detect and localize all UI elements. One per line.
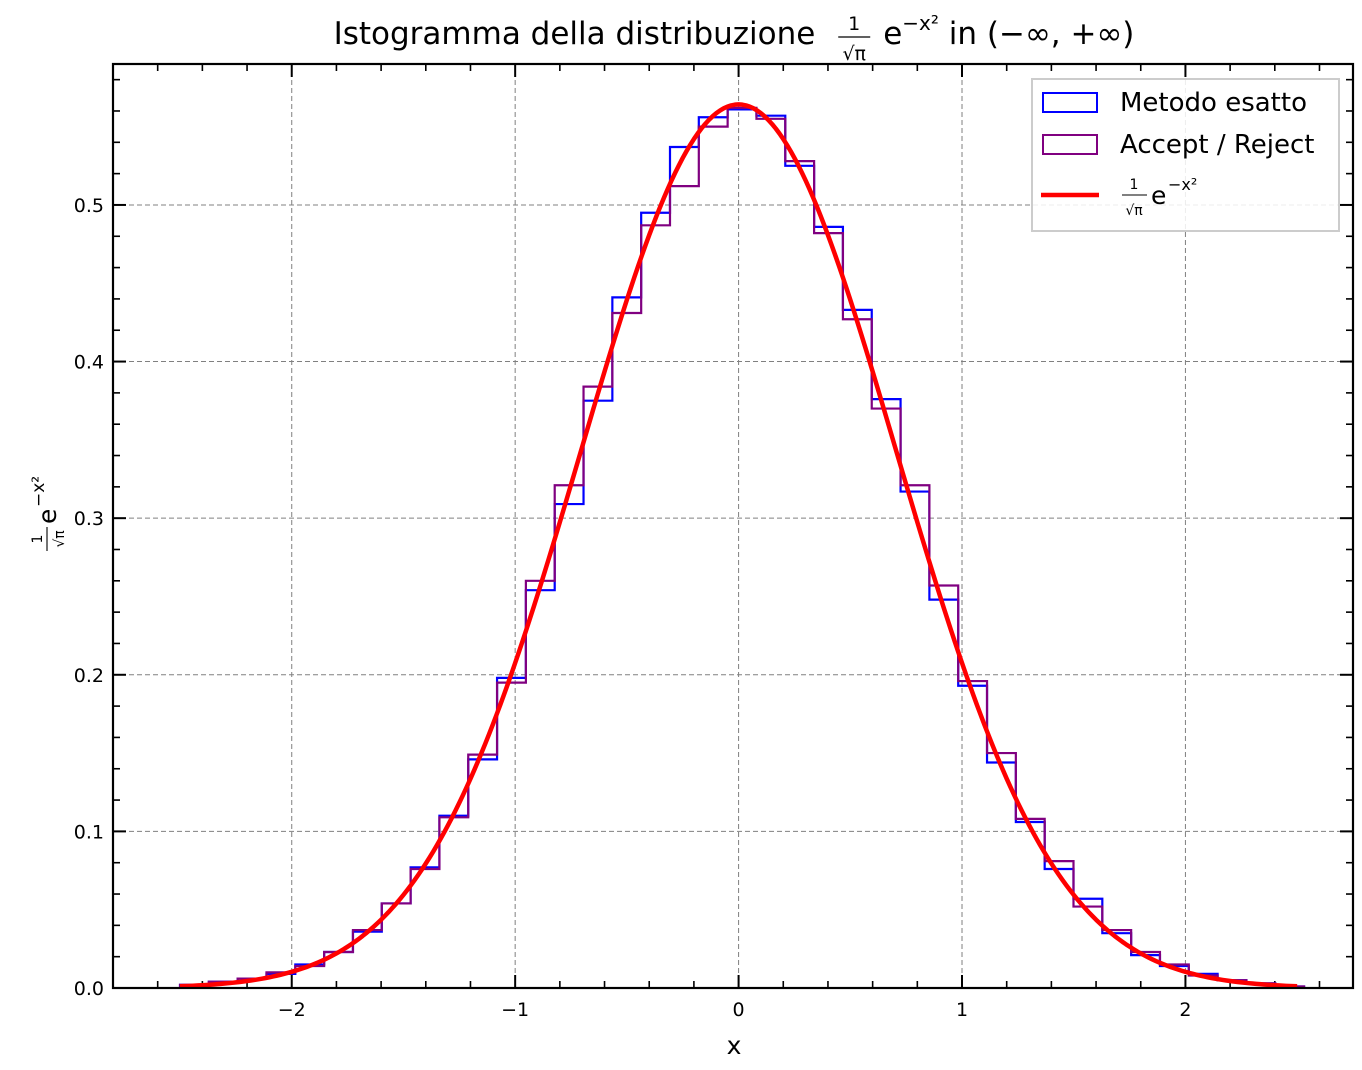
histogram-bar — [468, 755, 497, 988]
legend: Metodo esatto Accept / Reject 1 √π e −x² — [1031, 78, 1340, 232]
title-suffix: in (−∞, +∞) — [939, 16, 1134, 52]
chart-title: Istogramma della distribuzione e−x² in (… — [334, 11, 1135, 52]
histogram-bar — [785, 161, 814, 988]
title-base: e — [883, 16, 902, 52]
histogram-bar — [843, 310, 872, 988]
histogram-bar — [555, 504, 584, 988]
histogram-bar — [814, 227, 843, 988]
histogram-accept-reject — [178, 106, 1306, 988]
histogram-bar — [756, 116, 785, 988]
title-prefix: Istogramma della distribuzione — [334, 16, 826, 52]
legend-label-metodo-esatto: Metodo esatto — [1120, 88, 1307, 118]
legend-swatch-accept-reject — [1042, 134, 1098, 155]
histogram-bar — [641, 225, 670, 988]
histogram-bar — [584, 401, 613, 988]
histogram-bar — [612, 297, 641, 988]
histogram-metodo-esatto — [178, 108, 1306, 988]
histogram-bar — [439, 816, 468, 988]
histogram-bar — [958, 686, 987, 988]
histogram-bar — [699, 117, 728, 988]
histogram-bar — [584, 387, 613, 988]
x-axis-label: x — [727, 1031, 742, 1060]
x-tick-label: 0 — [733, 999, 745, 1021]
legend-swatch-metodo-esatto — [1042, 92, 1098, 113]
title-fraction-denominator: √π — [842, 43, 866, 65]
legend-curve-fraction-numerator: 1 — [1130, 177, 1139, 193]
legend-curve-exponent: −x² — [1168, 175, 1197, 194]
x-tick-label: −2 — [278, 999, 306, 1021]
histogram-bar — [814, 233, 843, 988]
histogram-bar — [526, 581, 555, 988]
histogram-outline — [178, 106, 1306, 988]
density-curve — [179, 102, 1298, 989]
histogram-bar — [468, 759, 497, 988]
axis-ticks: −2 −1 0 1 2 0.0 0.1 0.2 0.3 0.4 0.5 — [74, 64, 1353, 1021]
y-tick-label: 0.3 — [74, 508, 104, 530]
legend-curve-base: e — [1151, 181, 1166, 210]
histogram-outline — [178, 108, 1306, 988]
histogram-bar — [439, 817, 468, 988]
histogram-bar — [901, 492, 930, 988]
histogram-bar — [526, 590, 555, 988]
histogram-bar — [728, 109, 757, 988]
x-tick-label: 1 — [956, 999, 968, 1021]
y-tick-label: 0.5 — [74, 195, 104, 217]
histogram-bar — [929, 600, 958, 988]
y-tick-label: 0.0 — [74, 978, 104, 1000]
histogram-bar — [901, 485, 930, 988]
histogram-bar — [670, 147, 699, 988]
histogram-bar — [411, 867, 440, 988]
histogram-bar — [785, 166, 814, 988]
histogram-bar — [641, 213, 670, 988]
histogram-bar — [872, 409, 901, 988]
legend-curve-fraction-denominator: √π — [1125, 203, 1143, 219]
title-exponent: −x² — [902, 11, 939, 35]
y-tick-label: 0.2 — [74, 665, 104, 687]
ylabel-exponent: −x² — [29, 476, 49, 507]
histogram-bar — [699, 127, 728, 988]
histogram-bar — [411, 869, 440, 988]
histogram-bar — [987, 762, 1016, 988]
histogram-bar — [872, 399, 901, 988]
plot-frame — [111, 62, 1355, 990]
histogram-bar — [756, 119, 785, 988]
histogram-bar — [1045, 861, 1074, 988]
histogram-bar — [728, 108, 757, 988]
x-tick-label: 2 — [1179, 999, 1191, 1021]
y-tick-label: 0.1 — [74, 821, 104, 843]
ylabel-base: e — [33, 509, 62, 524]
y-axis-label: 1 √π e −x² — [29, 476, 68, 551]
ylabel-fraction-numerator: 1 — [30, 535, 46, 544]
histogram-bar — [670, 186, 699, 988]
histogram-bar — [958, 681, 987, 988]
ylabel-fraction-denominator: √π — [52, 530, 68, 548]
histogram-bar — [612, 313, 641, 988]
series — [178, 102, 1306, 989]
histogram-bar — [555, 485, 584, 988]
y-tick-label: 0.4 — [74, 352, 104, 374]
histogram-bar — [1102, 933, 1131, 988]
title-fraction-numerator: 1 — [848, 13, 860, 35]
histogram-bar — [843, 319, 872, 988]
x-tick-label: −1 — [501, 999, 529, 1021]
histogram-bar — [497, 683, 526, 988]
histogram-bar — [497, 678, 526, 988]
legend-label-accept-reject: Accept / Reject — [1120, 130, 1315, 160]
